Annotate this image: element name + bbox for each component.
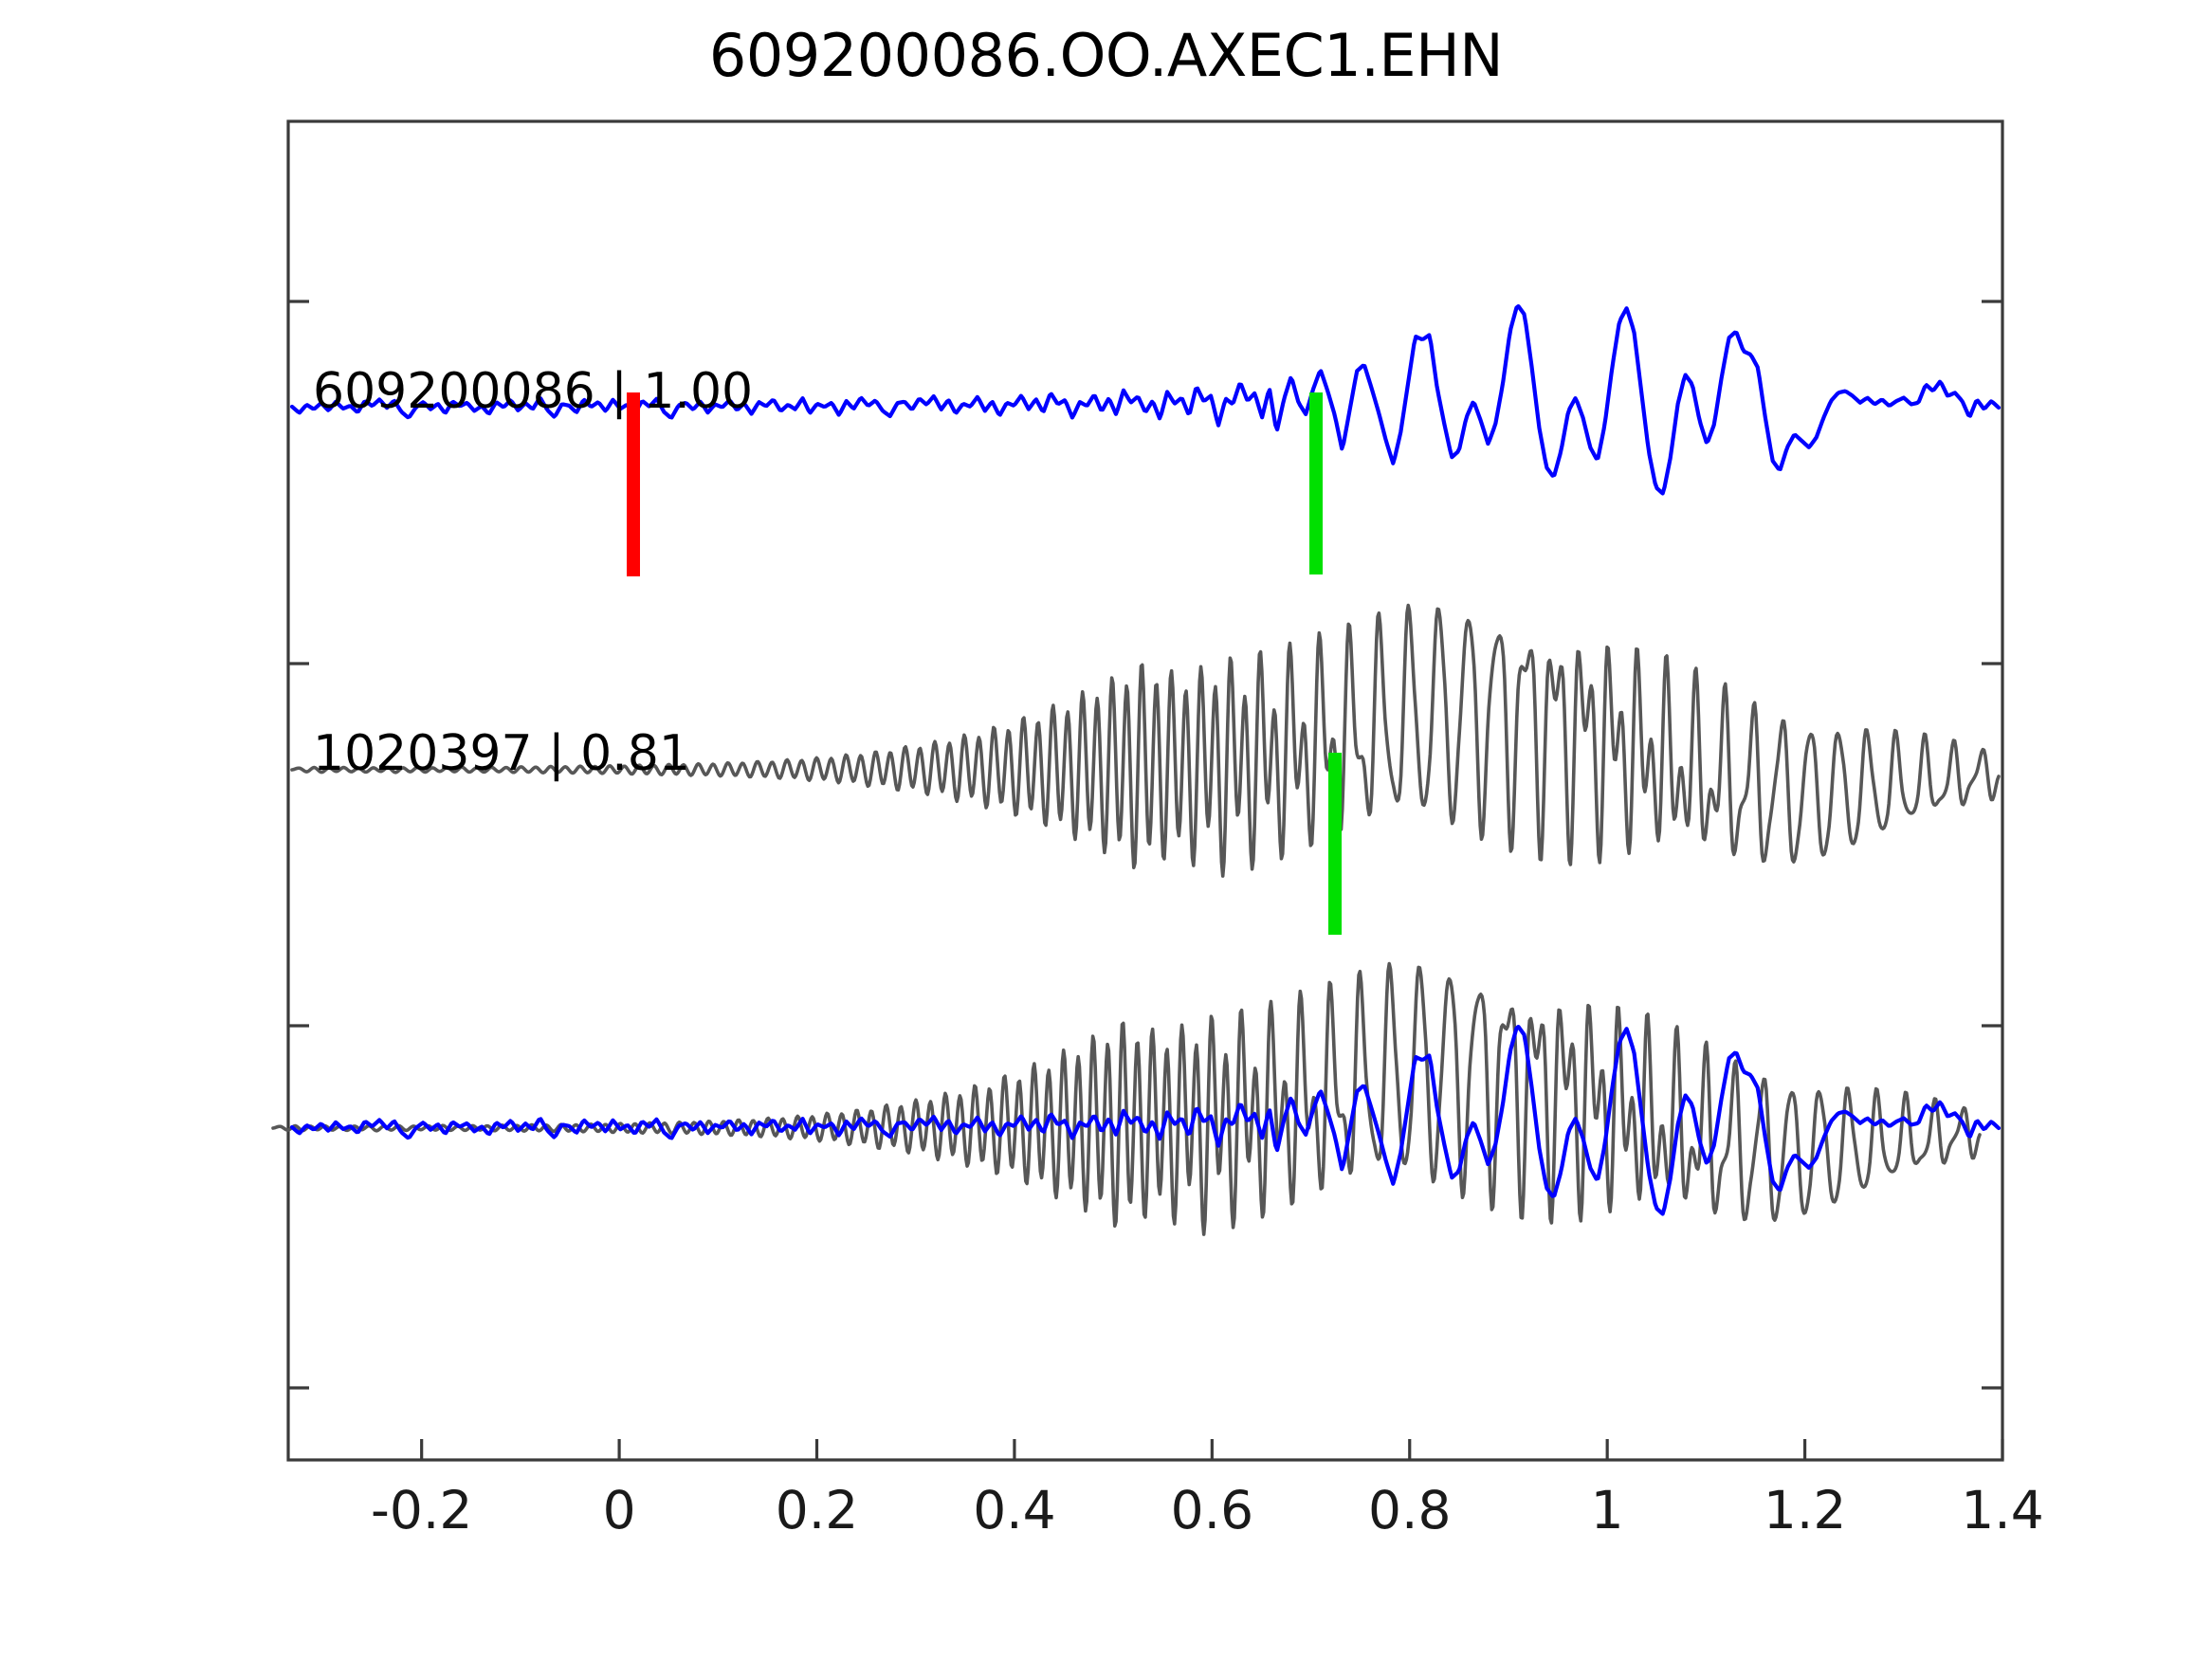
pick-markers: [627, 392, 1342, 935]
x-tick-label-4: 0.6: [1171, 1480, 1253, 1540]
y-axis-ticks: [288, 301, 2002, 1388]
x-tick-label-5: 0.8: [1368, 1480, 1451, 1540]
pick-green-trace2: [1328, 753, 1342, 935]
x-tick-label-3: 0.4: [973, 1480, 1055, 1540]
x-tick-label-2: 0.2: [776, 1480, 858, 1540]
x-tick-label-7: 1.2: [1764, 1480, 1846, 1540]
x-tick-label-0: -0.2: [371, 1480, 472, 1540]
trace-label-top: 609200086 | 1.00: [313, 363, 753, 420]
x-tick-label-1: 0: [603, 1480, 636, 1540]
x-tick-label-6: 1: [1591, 1480, 1624, 1540]
waveform-trace-bottom-template: [273, 964, 1980, 1235]
trace-label-middle: 1020397 | 0.81: [313, 725, 690, 782]
pick-green-trace1: [1309, 392, 1323, 574]
seismogram-plot: -0.2 0 0.2 0.4 0.6 0.8 1 1.2 1.4 609200086 | 1.0…: [0, 0, 2212, 1659]
pick-red-trace1: [627, 392, 640, 576]
x-axis-ticks: -0.2 0 0.2 0.4 0.6 0.8 1 1.2 1.4: [371, 1439, 2044, 1540]
x-tick-label-8: 1.4: [1961, 1480, 2043, 1540]
figure-canvas: 609200086.OO.AXEC1.EHN -0.200.20.40.60.8…: [0, 0, 2212, 1659]
